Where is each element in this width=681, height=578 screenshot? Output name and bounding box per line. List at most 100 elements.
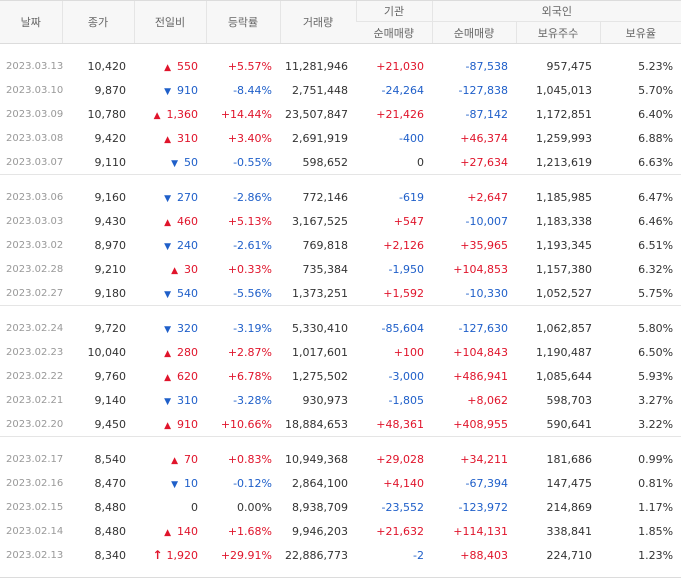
cell-date: 2023.02.13 xyxy=(6,549,64,561)
table-row: 2023.02.27 9,180 ▼ 540 -5.56% 1,373,251 +1,592… xyxy=(0,281,681,306)
cell-foreign-holdings: 181,686 xyxy=(546,452,593,466)
diff-value: 70 xyxy=(184,452,198,466)
header-institution: 기관 xyxy=(355,0,432,22)
cell-diff: ▼ 240 xyxy=(134,233,206,257)
cell-foreign-ratio: 0.81% xyxy=(638,476,674,490)
cell-date: 2023.03.08 xyxy=(6,132,64,144)
diff-value: 50 xyxy=(184,155,198,169)
diff-value: 910 xyxy=(177,83,198,97)
cell-foreign-net: +104,843 xyxy=(453,345,508,359)
cell-rate: +29.91% xyxy=(220,548,272,562)
cell-rate: +6.78% xyxy=(227,369,272,383)
cell-volume: 11,281,946 xyxy=(285,59,348,73)
cell-diff: ▼ 320 xyxy=(134,316,206,340)
cell-foreign-ratio: 5.80% xyxy=(638,321,674,335)
cell-inst-net: -23,552 xyxy=(381,500,424,514)
table-row: 2023.02.14 8,480 ▲ 140 +1.68% 9,946,203 +21,63… xyxy=(0,519,681,543)
cell-inst-net: +21,632 xyxy=(376,524,424,538)
cell-date: 2023.02.14 xyxy=(6,525,64,537)
cell-foreign-ratio: 5.70% xyxy=(638,83,674,97)
cell-foreign-holdings: 224,710 xyxy=(546,548,593,562)
cell-close: 9,430 xyxy=(94,214,127,228)
cell-date: 2023.03.02 xyxy=(6,239,64,251)
diff-value: 320 xyxy=(177,321,198,335)
header-foreign: 외국인 xyxy=(431,0,681,22)
diff-value: 240 xyxy=(177,238,198,252)
arrow-up-icon: ▲ xyxy=(164,527,171,538)
cell-close: 9,760 xyxy=(94,369,127,383)
cell-diff: ▲ 140 xyxy=(134,519,206,543)
cell-foreign-ratio: 1.23% xyxy=(638,548,674,562)
cell-rate: +5.57% xyxy=(227,59,272,73)
table-row: 2023.02.20 9,450 ▲ 910 +10.66% 18,884,653 +48,… xyxy=(0,412,681,437)
cell-volume: 598,652 xyxy=(302,155,349,169)
diff-value: 310 xyxy=(177,393,198,407)
diff-value: 270 xyxy=(177,190,198,204)
cell-diff: ▼ 310 xyxy=(134,388,206,412)
cell-date: 2023.03.09 xyxy=(6,108,64,120)
cell-foreign-holdings: 1,190,487 xyxy=(536,345,592,359)
diff-value: 550 xyxy=(177,59,198,73)
cell-date: 2023.03.06 xyxy=(6,191,64,203)
cell-inst-net: +21,426 xyxy=(376,107,424,121)
cell-diff: ▼ 50 xyxy=(134,150,206,175)
cell-foreign-net: +408,955 xyxy=(453,417,508,431)
arrow-up-icon: ▲ xyxy=(164,134,171,145)
cell-diff: ▲ 1,360 xyxy=(134,102,206,126)
table-row: 2023.02.22 9,760 ▲ 620 +6.78% 1,275,502 -3,000… xyxy=(0,364,681,388)
table-row: 2023.03.08 9,420 ▲ 310 +3.40% 2,691,919 -400 +4… xyxy=(0,126,681,150)
arrow-up-icon: ▲ xyxy=(164,372,171,383)
cell-foreign-ratio: 5.75% xyxy=(638,286,674,300)
cell-close: 9,420 xyxy=(94,131,127,145)
cell-foreign-holdings: 957,475 xyxy=(546,59,593,73)
cell-foreign-holdings: 1,213,619 xyxy=(536,155,592,169)
cell-rate: +5.13% xyxy=(227,214,272,228)
arrow-up-icon: ▲ xyxy=(153,110,161,121)
cell-foreign-net: -10,007 xyxy=(465,214,508,228)
arrow-down-icon: ▼ xyxy=(164,193,171,204)
header-rate: 등락률 xyxy=(205,0,280,44)
header-foreign-ratio: 보유율 xyxy=(599,21,681,44)
cell-date: 2023.02.15 xyxy=(6,501,64,513)
cell-foreign-net: -127,630 xyxy=(458,321,508,335)
arrow-down-icon: ▼ xyxy=(171,479,178,490)
cell-date: 2023.02.21 xyxy=(6,394,64,406)
cell-close: 8,470 xyxy=(94,476,127,490)
cell-volume: 22,886,773 xyxy=(285,548,348,562)
cell-rate: -0.55% xyxy=(233,155,272,169)
cell-close: 8,480 xyxy=(94,524,127,538)
cell-rate: +0.33% xyxy=(227,262,272,276)
header-date: 날짜 xyxy=(0,0,62,44)
cell-close: 10,040 xyxy=(87,345,127,359)
cell-diff: ▲ 460 xyxy=(134,209,206,233)
cell-inst-net: -85,604 xyxy=(381,321,424,335)
cell-foreign-net: +27,634 xyxy=(460,155,508,169)
cell-diff: ▲ 30 xyxy=(134,257,206,281)
table-row: 2023.02.15 8,480 0 0.00% 8,938,709 -23,552 -12… xyxy=(0,495,681,519)
diff-value: 0 xyxy=(191,500,198,514)
cell-volume: 1,275,502 xyxy=(292,369,348,383)
cell-inst-net: 0 xyxy=(417,155,424,169)
arrow-down-icon: ▼ xyxy=(164,324,171,335)
table-row: 2023.02.13 8,340 ↑ 1,920 +29.91% 22,886,773 -2… xyxy=(0,543,681,567)
diff-value: 310 xyxy=(177,131,198,145)
table-row: 2023.03.10 9,870 ▼ 910 -8.44% 2,751,448 -24,26… xyxy=(0,78,681,102)
cell-foreign-holdings: 1,185,985 xyxy=(536,190,592,204)
cell-volume: 3,167,525 xyxy=(292,214,348,228)
cell-date: 2023.03.13 xyxy=(6,60,64,72)
header-foreign-net: 순매매량 xyxy=(431,21,516,44)
cell-foreign-net: -10,330 xyxy=(465,286,508,300)
cell-foreign-net: +88,403 xyxy=(460,548,508,562)
cell-rate: -2.86% xyxy=(233,190,272,204)
table-row: 2023.03.02 8,970 ▼ 240 -2.61% 769,818 +2,126 +3… xyxy=(0,233,681,257)
diff-value: 540 xyxy=(177,286,198,300)
cell-volume: 1,373,251 xyxy=(292,286,348,300)
cell-rate: +0.83% xyxy=(227,452,272,466)
cell-diff: ↑ 1,920 xyxy=(134,543,206,567)
diff-value: 1,360 xyxy=(166,107,199,121)
cell-rate: +2.87% xyxy=(227,345,272,359)
cell-rate: 0.00% xyxy=(237,500,272,514)
cell-foreign-holdings: 338,841 xyxy=(546,524,593,538)
cell-foreign-ratio: 3.22% xyxy=(638,417,674,431)
diff-value: 1,920 xyxy=(166,549,199,562)
